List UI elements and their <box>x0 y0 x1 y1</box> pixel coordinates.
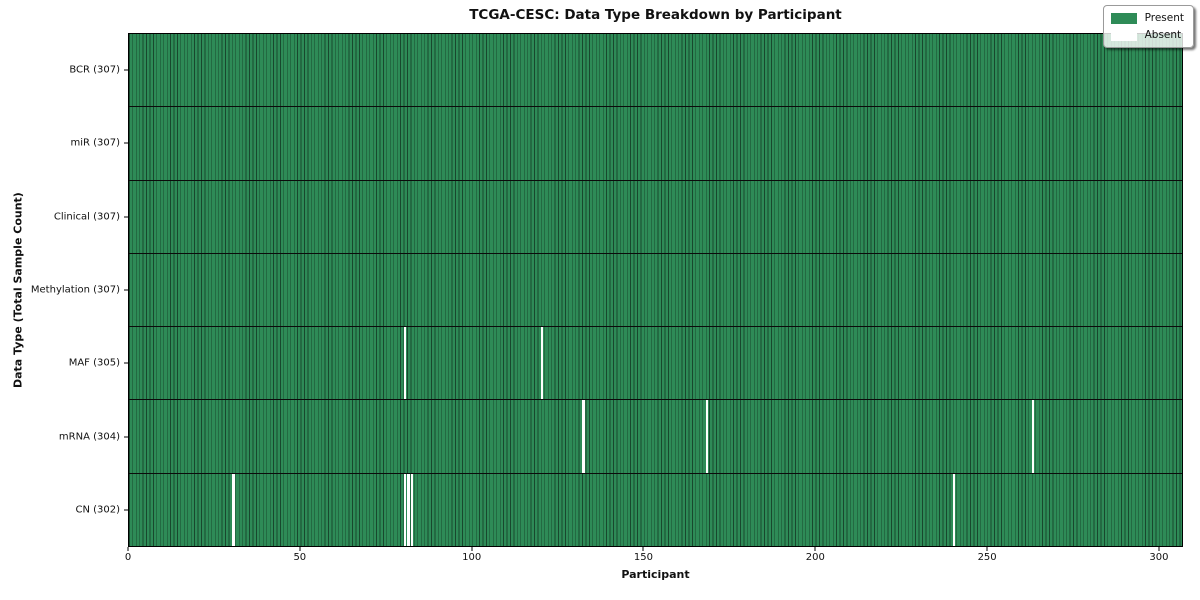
heatmap-row-methylation <box>129 252 1182 327</box>
x-tick-label-50: 50 <box>293 552 307 563</box>
x-tick-label-100: 100 <box>462 552 482 563</box>
y-tick-marks <box>124 33 128 547</box>
y-tick-labels: BCR (307) miR (307) Clinical (307) Methylat… <box>0 33 120 547</box>
y-tick-label-methylation: Methylation (307) <box>30 284 120 296</box>
absent-cell <box>232 473 235 546</box>
legend-entry-absent: Absent <box>1110 29 1184 41</box>
x-tick-label-0: 0 <box>124 552 132 563</box>
absent-cell <box>582 400 585 473</box>
absent-cell <box>1031 400 1034 473</box>
legend-entry-present: Present <box>1110 12 1184 24</box>
x-tick-marks <box>127 547 1183 551</box>
legend: Present Absent <box>1102 5 1194 48</box>
y-tick-mark <box>124 436 128 438</box>
y-tick-label-mir: miR (307) <box>70 137 120 149</box>
x-tick-label-200: 200 <box>805 552 825 563</box>
y-tick-label-cn: CN (302) <box>75 504 120 516</box>
heatmap-row-bcr <box>129 34 1182 107</box>
absent-cell <box>403 473 407 546</box>
absent-swatch-icon <box>1110 29 1137 41</box>
heatmap-row-mrna <box>129 399 1182 473</box>
legend-present-label: Present <box>1144 12 1184 24</box>
absent-cell <box>410 473 414 546</box>
y-tick-mark <box>124 509 128 511</box>
y-tick-mark <box>124 216 128 218</box>
heatmap-row-clinical <box>129 179 1182 253</box>
legend-absent-label: Absent <box>1144 29 1182 41</box>
absent-cell <box>403 327 407 400</box>
x-tick-mark <box>986 547 988 551</box>
y-tick-mark <box>124 69 128 71</box>
y-tick-label-clinical: Clinical (307) <box>53 211 120 223</box>
heatmap-row-cn <box>129 472 1182 546</box>
heatmap-row-maf <box>129 326 1182 400</box>
heatmap-row-mir <box>129 106 1182 180</box>
y-tick-mark <box>124 289 128 291</box>
present-swatch-icon <box>1110 12 1137 24</box>
absent-cell <box>952 473 956 546</box>
x-tick-mark <box>471 547 473 551</box>
x-tick-mark <box>127 547 129 551</box>
y-tick-label-bcr: BCR (307) <box>69 64 120 76</box>
x-tick-mark <box>642 547 644 551</box>
x-tick-mark <box>299 547 301 551</box>
x-tick-label-150: 150 <box>633 552 654 563</box>
plot-area <box>128 33 1183 547</box>
x-axis-label: Participant <box>621 568 690 581</box>
y-tick-label-maf: MAF (305) <box>68 357 120 369</box>
x-tick-label-250: 250 <box>977 552 997 563</box>
x-tick-label-300: 300 <box>1149 552 1169 563</box>
absent-cell <box>705 400 709 473</box>
absent-cell <box>541 327 544 400</box>
x-tick-labels: 0 50 100 150 200 250 300 <box>124 552 1183 566</box>
y-tick-mark <box>124 142 128 144</box>
absent-cell <box>407 473 410 546</box>
x-tick-mark <box>1158 547 1160 551</box>
x-tick-mark <box>814 547 816 551</box>
y-tick-label-mrna: mRNA (304) <box>58 431 120 443</box>
chart-title: TCGA-CESC: Data Type Breakdown by Partic… <box>469 7 842 23</box>
y-tick-mark <box>124 362 128 364</box>
